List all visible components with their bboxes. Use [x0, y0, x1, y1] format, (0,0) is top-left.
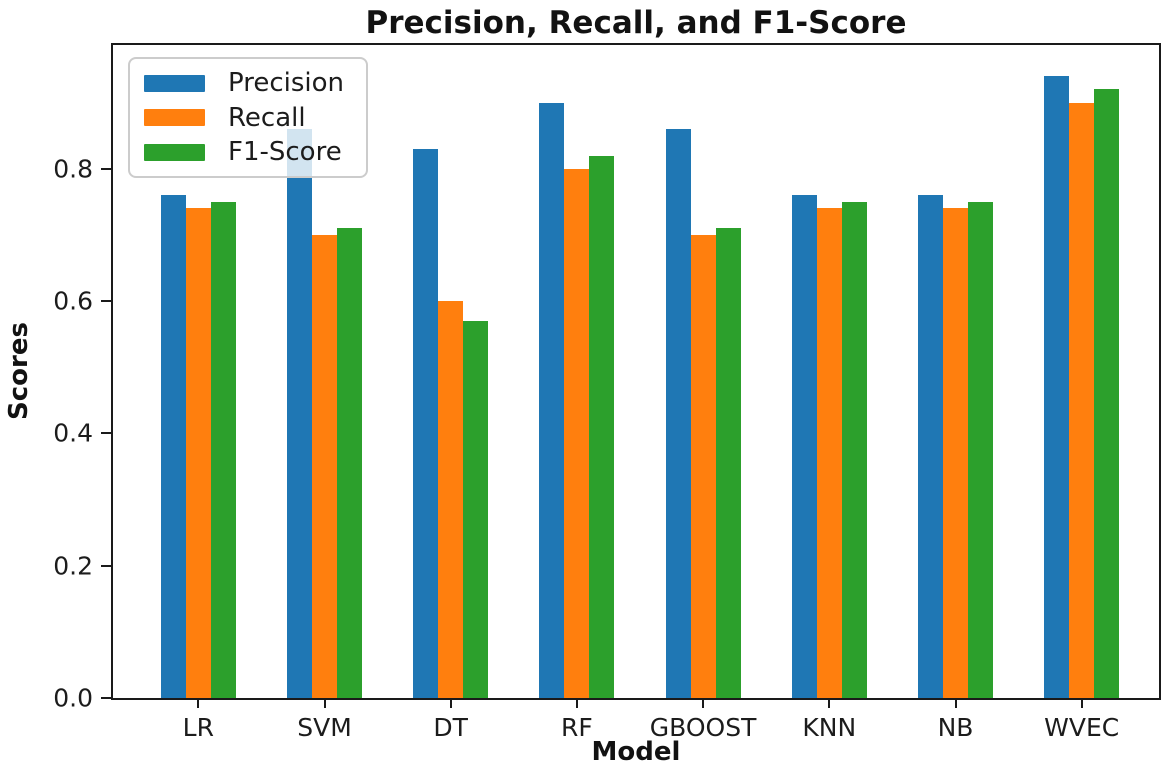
- bar-recall-wvec: [1069, 102, 1095, 698]
- bar-f1-score-dt: [463, 320, 489, 698]
- legend-label: Recall: [228, 102, 306, 133]
- bar-f1-score-gboost: [715, 228, 741, 698]
- bar-precision-nb: [918, 195, 943, 698]
- x-axis-label: Model: [591, 737, 681, 767]
- legend-item-f1-score: F1-Score: [144, 139, 352, 165]
- bar-f1-score-rf: [589, 155, 615, 698]
- x-tick-label-nb: NB: [937, 713, 974, 742]
- x-tick-label-lr: LR: [182, 713, 214, 742]
- x-tick-mark: [828, 698, 831, 708]
- y-tick-label: 0.8: [53, 154, 93, 184]
- bar-precision-svm: [287, 129, 312, 698]
- x-tick-mark: [323, 698, 326, 708]
- y-axis-label: Scores: [4, 322, 34, 420]
- legend-swatch-f1-score: [144, 143, 205, 161]
- y-tick-mark: [101, 697, 111, 699]
- y-tick-mark: [101, 300, 111, 303]
- y-tick-label: 0.2: [53, 551, 93, 581]
- x-tick-label-wvec: WVEC: [1044, 713, 1120, 742]
- plot-area: Precision Recall F1-Score 0.0 0.2 0.4 0.6 0.8 L…: [53, 43, 1161, 742]
- bar-recall-gboost: [690, 234, 716, 698]
- bar-recall-dt: [438, 301, 464, 698]
- legend-item-precision: Precision: [144, 70, 352, 96]
- bar-recall-svm: [312, 234, 337, 698]
- x-tick-mark: [702, 698, 705, 708]
- x-tick-mark: [1080, 698, 1083, 708]
- bar-recall-lr: [185, 208, 211, 698]
- legend-item-recall: Recall: [144, 105, 352, 131]
- x-tick-label-rf: RF: [561, 713, 593, 742]
- x-tick-mark: [197, 698, 200, 708]
- legend: Precision Recall F1-Score: [128, 57, 368, 178]
- bar-f1-score-nb: [968, 201, 993, 698]
- bar-precision-rf: [539, 102, 565, 698]
- bar-precision-dt: [413, 148, 439, 698]
- bar-recall-knn: [816, 208, 842, 698]
- y-tick-mark: [101, 432, 111, 435]
- y-tick-mark: [101, 564, 111, 567]
- legend-label: Precision: [228, 68, 345, 98]
- bar-precision-knn: [791, 195, 817, 698]
- bar-f1-score-wvec: [1094, 89, 1120, 698]
- bar-recall-rf: [564, 168, 590, 698]
- x-tick-mark: [954, 698, 957, 708]
- bar-f1-score-lr: [210, 201, 236, 698]
- bar-precision-wvec: [1044, 76, 1070, 698]
- x-tick-mark: [575, 698, 578, 708]
- legend-swatch-precision: [144, 74, 205, 92]
- bar-recall-nb: [943, 208, 968, 698]
- y-tick-mark: [101, 167, 111, 170]
- x-tick-label-knn: KNN: [802, 713, 857, 742]
- y-tick-label: 0.4: [53, 418, 93, 448]
- x-tick-label-gboost: GBOOST: [649, 713, 757, 742]
- x-tick-label-svm: SVM: [297, 713, 352, 742]
- y-tick-label: 0.6: [53, 286, 93, 316]
- legend-label: F1-Score: [228, 137, 342, 167]
- legend-swatch-recall: [144, 109, 205, 126]
- bar-f1-score-knn: [841, 201, 867, 698]
- bar-f1-score-svm: [337, 228, 362, 698]
- bar-precision-lr: [160, 195, 186, 698]
- x-tick-label-dt: DT: [433, 713, 468, 742]
- x-tick-mark: [449, 698, 452, 708]
- y-tick-label: 0.0: [53, 683, 93, 713]
- chart-title: Precision, Recall, and F1-Score: [365, 5, 907, 41]
- bar-precision-gboost: [665, 129, 691, 698]
